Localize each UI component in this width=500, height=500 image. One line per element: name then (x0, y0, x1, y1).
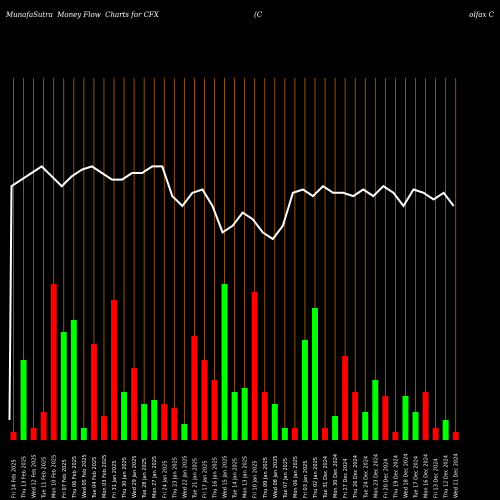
x-tick-label: Wed 15 Jan 2025 (223, 456, 229, 498)
x-tick-label: Wed 22 Jan 2025 (182, 456, 188, 498)
x-tick-label: Thu 02 Jan 2025 (313, 457, 319, 499)
x-tick-label: Fri 31 Jan 2025 (112, 460, 118, 498)
money-flow-bar (30, 428, 37, 440)
x-tick-label: Thu 09 Jan 2025 (263, 457, 269, 499)
money-flow-bar (60, 332, 67, 440)
chart-title-company-end: olfax C (469, 11, 494, 19)
x-tick-label: Thu 19 Dec 2024 (393, 455, 399, 499)
money-flow-bar (201, 360, 208, 440)
x-tick-label: Tue 14 Jan 2025 (233, 458, 239, 499)
x-tick-label: Tue 04 Feb 2025 (92, 457, 98, 499)
x-tick-label: Tue 28 Jan 2025 (142, 458, 148, 499)
x-tick-label: Mon 23 Dec 2024 (373, 454, 379, 498)
money-flow-bars (10, 284, 459, 440)
price-line-layer (8, 165, 455, 421)
money-flow-bar (322, 428, 329, 440)
grid-lines (13, 78, 457, 440)
x-tick-label: Thu 06 Feb 2025 (72, 456, 78, 499)
x-tick-label: Fri 20 Dec 2024 (383, 459, 389, 499)
money-flow-bar (20, 360, 27, 440)
money-flow-bar (231, 392, 238, 440)
x-tick-label: Tue 24 Dec 2024 (363, 456, 369, 499)
x-tick-label: Tue 31 Dec 2024 (323, 456, 329, 499)
x-tick-label: Fri 13 Dec 2024 (434, 459, 440, 499)
x-tick-label: Thu 13 Feb 2025 (22, 456, 28, 499)
x-tick-label: Thu 26 Dec 2024 (353, 455, 359, 499)
money-flow-bar (261, 392, 268, 440)
money-flow-bar (151, 400, 158, 440)
chart-title: MunafaSutra Money Flow Charts for CFX (6, 11, 159, 19)
money-flow-bar (161, 404, 168, 440)
money-flow-bar (332, 416, 339, 440)
x-tick-label: Wed 29 Jan 2025 (132, 456, 138, 498)
x-tick-label: Fri 14 Feb 2025 (12, 459, 18, 498)
x-tick-label: Thu 30 Jan 2025 (122, 457, 128, 499)
money-flow-bar (191, 336, 198, 440)
money-flow-bar (251, 292, 258, 440)
x-tick-label: Tue 07 Jan 2025 (283, 458, 289, 499)
money-flow-bar (342, 356, 349, 440)
money-flow-bar (362, 412, 369, 440)
money-flow-bar (121, 392, 128, 440)
x-tick-label: Mon 03 Feb 2025 (102, 455, 108, 498)
x-tick-label: Mon 06 Jan 2025 (293, 456, 299, 498)
x-tick-label: Fri 07 Feb 2025 (62, 459, 68, 498)
money-flow-bar (312, 308, 318, 440)
money-flow-bar (291, 428, 298, 440)
x-tick-label: Wed 05 Feb 2025 (82, 454, 88, 498)
money-flow-bar (452, 432, 459, 440)
x-tick-label: Tue 21 Jan 2025 (192, 458, 198, 499)
money-flow-bar (70, 320, 77, 440)
x-tick-label: Wed 11 Dec 2024 (454, 454, 460, 498)
money-flow-bar (442, 420, 449, 440)
x-tick-label: Wed 12 Feb 2025 (32, 454, 38, 498)
money-flow-bar (241, 388, 248, 440)
money-flow-bar (372, 380, 379, 440)
x-tick-label: Wed 08 Jan 2025 (273, 456, 279, 498)
money-flow-bar (10, 432, 17, 440)
price-line (8, 165, 455, 421)
money-flow-bar (111, 300, 117, 440)
money-flow-bar (412, 412, 419, 440)
money-flow-bar (131, 368, 138, 440)
x-tick-label: Tue 17 Dec 2024 (414, 456, 420, 499)
x-tick-label: Mon 30 Dec 2024 (333, 454, 339, 498)
x-tick-label: Tue 11 Feb 2025 (42, 457, 48, 499)
money-flow-bar (80, 428, 87, 440)
money-flow-bar (211, 380, 218, 440)
money-flow-bar (40, 412, 47, 440)
money-flow-bar (281, 428, 288, 440)
money-flow-bar (352, 392, 359, 440)
money-flow-bar (402, 396, 409, 440)
x-tick-label: Mon 16 Dec 2024 (424, 454, 430, 498)
x-tick-label: Thu 16 Jan 2025 (213, 457, 219, 499)
x-tick-label: Wed 18 Dec 2024 (403, 454, 409, 498)
x-tick-label: Mon 13 Jan 2025 (243, 456, 249, 498)
money-flow-bar (50, 284, 57, 440)
money-flow-bar (382, 396, 389, 440)
money-flow-bar (171, 408, 178, 440)
x-tick-label: Fri 17 Jan 2025 (202, 460, 208, 498)
x-tick-label: Fri 24 Jan 2025 (162, 460, 168, 498)
money-flow-bar (221, 284, 228, 440)
money-flow-bar (422, 392, 429, 440)
money-flow-bar (432, 428, 439, 440)
x-tick-label: Mon 27 Jan 2025 (152, 456, 158, 498)
money-flow-bar (301, 340, 308, 440)
money-flow-bar (90, 344, 97, 440)
money-flow-bar (271, 404, 278, 440)
money-flow-bar (100, 416, 107, 440)
x-tick-label: Fri 03 Jan 2025 (303, 460, 309, 498)
x-tick-label: Fri 27 Dec 2024 (343, 459, 349, 499)
x-tick-label: Thu 12 Dec 2024 (444, 455, 450, 499)
money-flow-bar (141, 404, 148, 440)
x-tick-label: Thu 23 Jan 2025 (172, 457, 178, 499)
x-tick-label: Mon 10 Feb 2025 (52, 455, 58, 498)
x-axis-ticks: Fri 14 Feb 2025 Thu 13 Feb 2025 Wed 12 Feb… (12, 454, 460, 499)
x-tick-label: Fri 10 Jan 2025 (253, 460, 259, 498)
chart-title-company-start: (C (254, 11, 263, 19)
money-flow-bar (181, 424, 188, 440)
money-flow-bar (392, 432, 399, 440)
